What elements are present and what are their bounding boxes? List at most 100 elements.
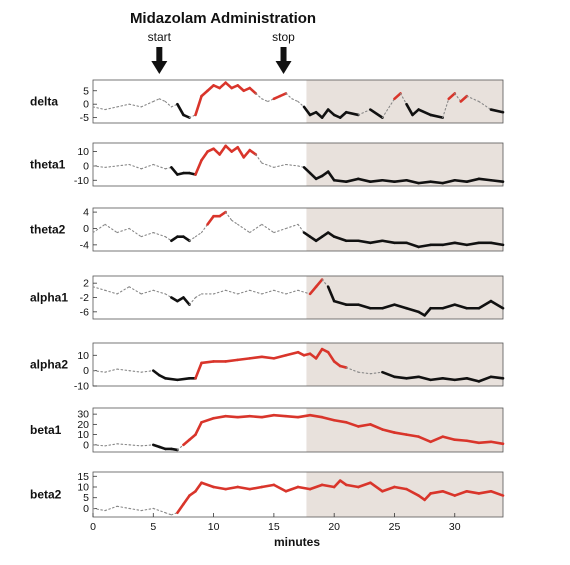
series-segment <box>405 306 420 314</box>
series-segment <box>320 415 336 422</box>
series-segment <box>326 350 336 363</box>
series-segment <box>194 421 203 436</box>
marker-1: stop <box>272 30 295 74</box>
series-segment <box>489 241 505 247</box>
series-segment <box>285 163 299 167</box>
x-tick-label: 25 <box>389 521 401 533</box>
series-segment <box>405 433 420 438</box>
series-segment <box>237 289 251 295</box>
series-segment <box>170 166 179 176</box>
series-segment <box>218 210 227 218</box>
x-axis: 0 5 10 15 20 25 30 <box>90 513 461 533</box>
series-segment <box>369 423 384 431</box>
series-segment <box>116 505 130 509</box>
panel-frame <box>92 142 504 187</box>
panel-alpha1: alpha1 2 -2 -6 <box>30 275 505 320</box>
series-segment <box>152 507 166 514</box>
series-segment <box>453 489 469 497</box>
series-segment <box>213 289 227 295</box>
series-segment <box>116 103 130 108</box>
series-segment <box>261 98 269 103</box>
series-segment <box>489 375 505 380</box>
y-tick-label: -10 <box>74 175 89 187</box>
series-segment <box>285 92 293 100</box>
series-segment <box>308 171 318 181</box>
series-segment <box>356 423 372 428</box>
series-segment <box>236 84 246 93</box>
marker-label: stop <box>272 30 295 44</box>
series-segment <box>224 358 240 363</box>
series-segment <box>326 170 336 182</box>
series-segment <box>116 443 130 446</box>
x-axis-label: minutes <box>274 535 320 549</box>
series-segment <box>140 444 154 447</box>
series-segment <box>237 223 251 234</box>
series-segment <box>453 178 469 183</box>
series-segment <box>248 148 258 156</box>
series-segment <box>332 235 348 243</box>
panel-label: theta1 <box>30 158 66 172</box>
series-segment <box>176 502 185 515</box>
series-segment <box>284 350 300 357</box>
series-segment <box>164 236 172 242</box>
series-segment <box>255 92 263 100</box>
series-segment <box>104 223 118 234</box>
series-segment <box>194 293 203 299</box>
series-segment <box>260 413 276 419</box>
series-segment <box>285 289 299 295</box>
series-segment <box>225 211 233 221</box>
series-segment <box>332 418 348 424</box>
panel-theta2: theta2 4 0 -4 <box>30 207 505 252</box>
series-segment <box>393 375 408 380</box>
series-segment <box>477 489 493 495</box>
y-tick-label: 0 <box>83 365 89 377</box>
event-markers: start stop <box>148 30 295 74</box>
panel-label: beta1 <box>30 423 62 437</box>
y-tick-label: 20 <box>77 419 89 431</box>
series-segment <box>423 492 432 502</box>
series-segment <box>273 163 287 168</box>
series-segment <box>429 435 445 444</box>
shaded-region <box>306 408 503 452</box>
series-segment <box>236 357 252 362</box>
series-segment <box>344 110 360 117</box>
series-segment <box>381 303 396 310</box>
series-segment <box>308 285 318 296</box>
series-segment <box>332 178 348 183</box>
series-segment <box>224 414 240 419</box>
series-segment <box>128 286 142 295</box>
series-segment <box>200 89 209 98</box>
series-segment <box>188 433 197 442</box>
series-segment <box>218 144 227 156</box>
series-segment <box>212 414 227 420</box>
y-tick-label: 15 <box>77 471 89 483</box>
series-segment <box>453 241 469 247</box>
series-segment <box>429 377 445 382</box>
series-segment <box>405 102 414 117</box>
series-segment <box>158 98 166 103</box>
series-segment <box>242 148 252 159</box>
series-segment <box>423 306 432 317</box>
series-segment <box>417 435 432 444</box>
series-segment <box>188 296 197 306</box>
series-segment <box>152 232 166 238</box>
y-tick-label: 4 <box>83 207 89 219</box>
series-segment <box>164 100 172 108</box>
series-segment <box>441 489 457 497</box>
panel-frame <box>92 342 504 387</box>
series-segment <box>92 286 106 291</box>
series-segment <box>116 286 130 295</box>
series-segment <box>272 483 288 493</box>
series-segment <box>182 494 191 506</box>
series-segment <box>128 227 142 238</box>
series-segment <box>297 100 305 108</box>
series-segment <box>176 102 185 117</box>
series-segment <box>194 94 203 117</box>
series-segment <box>182 235 191 243</box>
series-segment <box>104 443 118 447</box>
series-segment <box>140 289 154 295</box>
